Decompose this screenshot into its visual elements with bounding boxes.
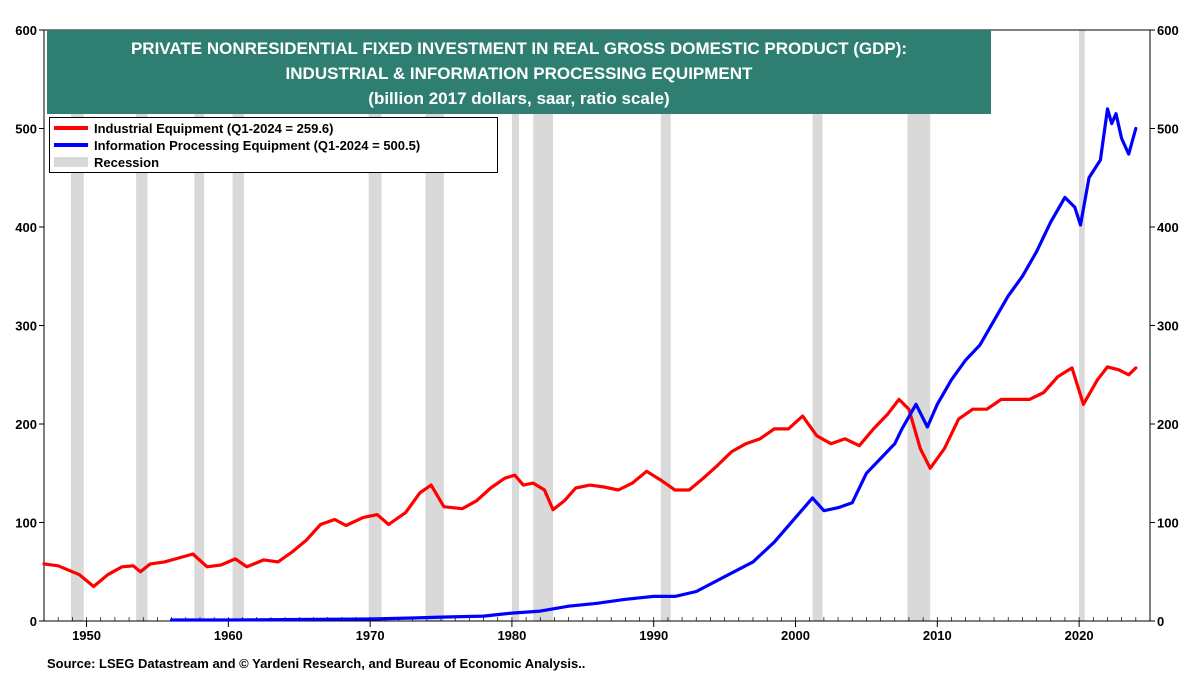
y-tick-label-left-4: 400 bbox=[15, 220, 37, 235]
x-tick-label-5: 2000 bbox=[781, 628, 810, 643]
y-tick-label-right-5: 500 bbox=[1157, 122, 1179, 137]
x-tick-label-4: 1990 bbox=[639, 628, 668, 643]
y-tick-label-right-2: 200 bbox=[1157, 417, 1179, 432]
legend-label-industrial: Industrial Equipment (Q1-2024 = 259.6) bbox=[94, 120, 334, 136]
recession-band-7 bbox=[533, 30, 554, 621]
axis-ticks: 0 0 100 100 200 200 300 300 400 400 500 500 600 600 19… bbox=[15, 23, 1178, 643]
legend-item-info: Information Processing Equipment (Q1-202… bbox=[54, 137, 420, 153]
recession-band-0 bbox=[70, 30, 84, 621]
legend-label-info: Information Processing Equipment (Q1-202… bbox=[94, 137, 421, 153]
recession-band-6 bbox=[511, 30, 520, 621]
chart-legend: Industrial Equipment (Q1-2024 = 259.6) I… bbox=[49, 117, 498, 173]
series-line-industrial bbox=[42, 365, 1138, 589]
x-tick-label-7: 2020 bbox=[1065, 628, 1094, 643]
chart-title-line-1: PRIVATE NONRESIDENTIAL FIXED INVESTMENT … bbox=[130, 39, 908, 58]
x-tick-label-1: 1960 bbox=[214, 628, 243, 643]
chart-title-line-2: INDUSTRIAL & INFORMATION PROCESSING EQUI… bbox=[285, 64, 753, 83]
legend-swatch-industrial bbox=[54, 126, 88, 130]
x-tick-label-6: 2010 bbox=[923, 628, 952, 643]
y-tick-label-left-3: 300 bbox=[15, 319, 37, 334]
legend-label-recession: Recession bbox=[94, 154, 160, 170]
recession-band-2 bbox=[194, 30, 205, 621]
y-tick-label-right-1: 100 bbox=[1157, 516, 1179, 531]
recession-band-5 bbox=[425, 30, 444, 621]
recession-band-1 bbox=[136, 30, 148, 621]
x-tick-label-0: 1950 bbox=[72, 628, 101, 643]
chart-subtitle: (billion 2017 dollars, saar, ratio scale… bbox=[368, 89, 670, 108]
recession-bands bbox=[70, 30, 1085, 621]
y-tick-label-right-6: 600 bbox=[1157, 23, 1179, 38]
y-tick-label-left-2: 200 bbox=[15, 417, 37, 432]
legend-item-recession: Recession bbox=[54, 154, 159, 170]
series-lines bbox=[42, 107, 1138, 622]
recession-band-10 bbox=[907, 30, 931, 621]
chart-title-box: PRIVATE NONRESIDENTIAL FIXED INVESTMENT … bbox=[47, 30, 991, 114]
recession-band-8 bbox=[660, 30, 671, 621]
source-note: Source: LSEG Datastream and © Yardeni Re… bbox=[47, 656, 586, 671]
y-tick-label-right-0: 0 bbox=[1157, 614, 1164, 629]
recession-band-11 bbox=[1079, 30, 1085, 621]
legend-swatch-info bbox=[54, 143, 88, 147]
y-tick-label-left-6: 600 bbox=[15, 23, 37, 38]
legend-swatch-recession bbox=[54, 157, 88, 167]
y-tick-label-left-0: 0 bbox=[30, 614, 37, 629]
legend-item-industrial: Industrial Equipment (Q1-2024 = 259.6) bbox=[54, 120, 334, 136]
recession-band-9 bbox=[812, 30, 823, 621]
y-tick-label-left-1: 100 bbox=[15, 516, 37, 531]
y-tick-label-left-5: 500 bbox=[15, 122, 37, 137]
recession-band-3 bbox=[232, 30, 244, 621]
y-tick-label-right-3: 300 bbox=[1157, 319, 1179, 334]
x-tick-label-3: 1980 bbox=[497, 628, 526, 643]
recession-band-4 bbox=[368, 30, 382, 621]
x-tick-label-2: 1970 bbox=[356, 628, 385, 643]
y-tick-label-right-4: 400 bbox=[1157, 220, 1179, 235]
series-line-information-processing bbox=[170, 107, 1138, 622]
